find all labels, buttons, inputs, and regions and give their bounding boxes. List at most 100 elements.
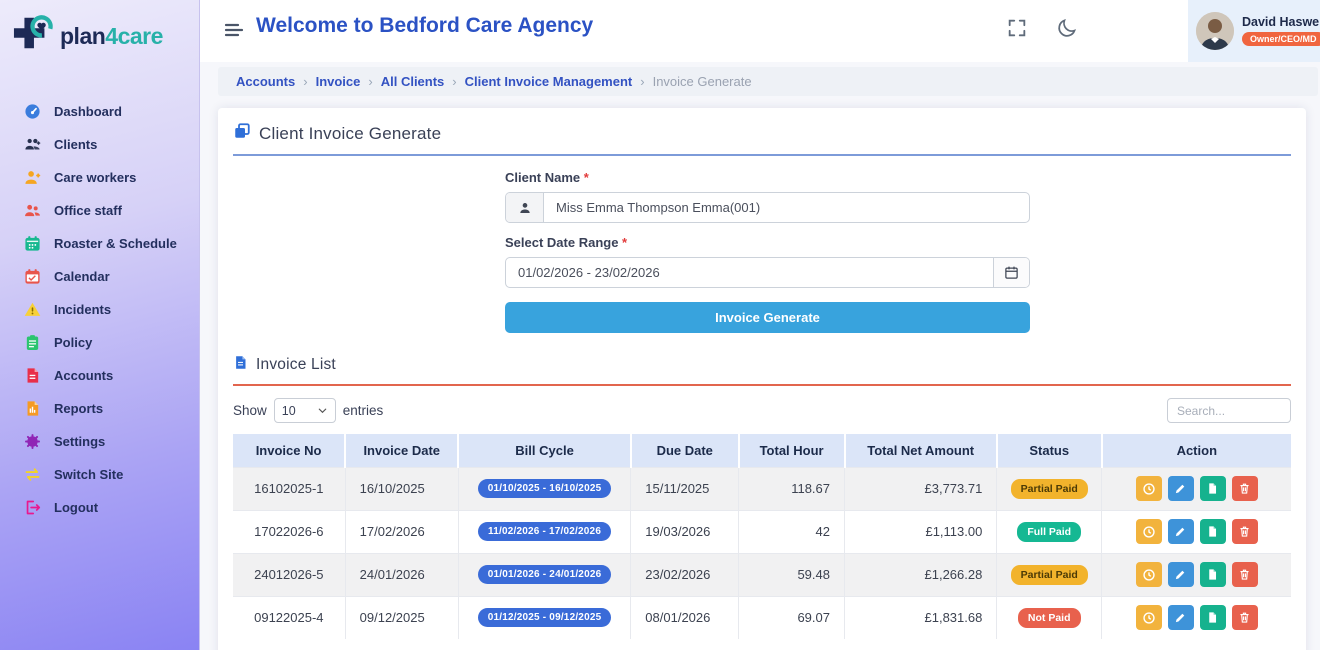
breadcrumb-link-accounts[interactable]: Accounts	[236, 74, 296, 89]
cell-invoice-no: 17022026-6	[233, 509, 346, 553]
search-input[interactable]	[1167, 398, 1291, 423]
breadcrumb-link-invoice[interactable]: Invoice	[315, 74, 361, 89]
copy-pages-icon	[233, 122, 251, 145]
breadcrumb: Accounts Invoice All Clients Client Invo…	[218, 67, 1318, 96]
table-row: 09122025-4 09/12/2025 01/12/2025 - 09/12…	[233, 595, 1291, 639]
user-profile[interactable]: David Haswell Owner/CEO/MD	[1188, 0, 1320, 62]
logo-icon	[12, 14, 54, 59]
clients-people-icon	[24, 136, 41, 153]
invoice-file-button[interactable]	[1199, 519, 1226, 544]
entries-label: entries	[342, 403, 384, 418]
edit-button[interactable]	[1167, 519, 1194, 544]
cell-invoice-no: 09122025-4	[233, 595, 346, 639]
client-name-input[interactable]	[544, 193, 1029, 222]
payment-history-button[interactable]	[1135, 519, 1162, 544]
col-total-net-amount[interactable]: Total Net Amount	[843, 434, 997, 467]
cell-due-date: 15/11/2025	[630, 466, 739, 510]
col-due-date[interactable]: Due Date	[629, 434, 739, 467]
col-status[interactable]: Status	[995, 434, 1102, 467]
sidebar-item-care-workers[interactable]: Care workers	[0, 161, 199, 194]
payment-history-button[interactable]	[1135, 476, 1162, 501]
fullscreen-icon[interactable]	[1006, 17, 1030, 41]
cell-due-date: 23/02/2026	[630, 552, 739, 596]
entries-select[interactable]: 10	[273, 398, 336, 423]
delete-button[interactable]	[1231, 476, 1258, 501]
payment-history-button[interactable]	[1135, 605, 1162, 631]
sidebar-item-policy[interactable]: Policy	[0, 326, 199, 359]
dark-mode-moon-icon[interactable]	[1056, 17, 1080, 41]
sidebar-item-reports[interactable]: Reports	[0, 392, 199, 425]
cell-total-net-amount: £1,831.68	[843, 595, 997, 639]
sidebar-item-switch-site[interactable]: Switch Site	[0, 458, 199, 491]
sidebar: plan4care Dashboard Clients Care workers	[0, 0, 200, 650]
payment-history-button[interactable]	[1135, 562, 1162, 587]
hamburger-menu-icon[interactable]	[222, 18, 246, 42]
sidebar-item-dashboard[interactable]: Dashboard	[0, 95, 199, 128]
bill-cycle-badge: 11/02/2026 - 17/02/2026	[478, 522, 612, 541]
invoice-generate-button[interactable]: Invoice Generate	[505, 302, 1030, 333]
cell-bill-cycle: 11/02/2026 - 17/02/2026	[457, 509, 631, 553]
breadcrumb-link-client-invoice-management[interactable]: Client Invoice Management	[464, 74, 633, 89]
person-icon	[506, 193, 544, 222]
cell-action	[1101, 552, 1291, 596]
sidebar-item-roster-schedule[interactable]: Roaster & Schedule	[0, 227, 199, 260]
date-range-label: Select Date Range	[505, 235, 1030, 250]
table-row: 24012026-5 24/01/2026 01/01/2026 - 24/01…	[233, 552, 1291, 596]
cell-invoice-no: 16102025-1	[233, 466, 346, 510]
cell-due-date: 19/03/2026	[630, 509, 739, 553]
cell-status: Not Paid	[996, 595, 1102, 639]
invoice-file-button[interactable]	[1199, 476, 1226, 501]
col-bill-cycle[interactable]: Bill Cycle	[457, 434, 631, 467]
office-staff-people-icon	[24, 202, 41, 219]
client-name-field-group	[505, 192, 1030, 223]
sidebar-item-logout[interactable]: Logout	[0, 491, 199, 524]
generate-section-title: Client Invoice Generate	[233, 122, 1291, 145]
sidebar-item-accounts[interactable]: Accounts	[0, 359, 199, 392]
show-label: Show	[233, 403, 267, 418]
cell-invoice-no: 24012026-5	[233, 552, 346, 596]
edit-button[interactable]	[1167, 476, 1194, 501]
breadcrumb-current: Invoice Generate	[652, 74, 752, 89]
logo-text: plan4care	[60, 23, 163, 49]
table-header-row: Invoice No Invoice Date Bill Cycle Due D…	[233, 434, 1291, 467]
col-invoice-no[interactable]: Invoice No	[233, 434, 346, 467]
sidebar-item-calendar[interactable]: Calendar	[0, 260, 199, 293]
invoice-file-button[interactable]	[1199, 605, 1226, 631]
sidebar-item-office-staff[interactable]: Office staff	[0, 194, 199, 227]
calendar-icon	[24, 268, 41, 285]
app-logo[interactable]: plan4care	[0, 0, 199, 69]
care-worker-person-icon	[24, 169, 41, 186]
invoice-file-button[interactable]	[1199, 562, 1226, 587]
breadcrumb-link-all-clients[interactable]: All Clients	[380, 74, 445, 89]
date-range-input[interactable]	[506, 258, 993, 287]
cell-status: Full Paid	[996, 509, 1102, 553]
cell-total-net-amount: £1,266.28	[843, 552, 997, 596]
sidebar-item-incidents[interactable]: Incidents	[0, 293, 199, 326]
col-invoice-date[interactable]: Invoice Date	[344, 434, 459, 467]
col-action[interactable]: Action	[1100, 434, 1291, 467]
breadcrumb-separator	[452, 74, 456, 89]
status-badge: Partial Paid	[1010, 478, 1088, 499]
invoice-table: Invoice No Invoice Date Bill Cycle Due D…	[233, 434, 1291, 639]
cell-invoice-date: 17/02/2026	[344, 509, 459, 553]
cell-action	[1101, 509, 1291, 553]
reports-file-icon	[24, 400, 41, 417]
edit-button[interactable]	[1167, 605, 1194, 631]
breadcrumb-separator	[640, 74, 644, 89]
delete-button[interactable]	[1231, 519, 1258, 544]
policy-clipboard-icon	[24, 334, 41, 351]
cell-total-hour: 118.67	[738, 466, 845, 510]
sidebar-item-clients[interactable]: Clients	[0, 128, 199, 161]
bill-cycle-badge: 01/12/2025 - 09/12/2025	[477, 608, 612, 628]
delete-button[interactable]	[1231, 562, 1258, 587]
gear-icon	[24, 433, 41, 450]
breadcrumb-separator	[303, 74, 307, 89]
edit-button[interactable]	[1167, 562, 1194, 587]
title-divider	[233, 154, 1291, 156]
dashboard-icon	[24, 103, 41, 120]
delete-button[interactable]	[1231, 605, 1258, 631]
sidebar-item-settings[interactable]: Settings	[0, 425, 199, 458]
chevron-down-icon	[318, 408, 327, 414]
calendar-picker-icon[interactable]	[993, 258, 1029, 287]
col-total-hour[interactable]: Total Hour	[737, 434, 845, 467]
